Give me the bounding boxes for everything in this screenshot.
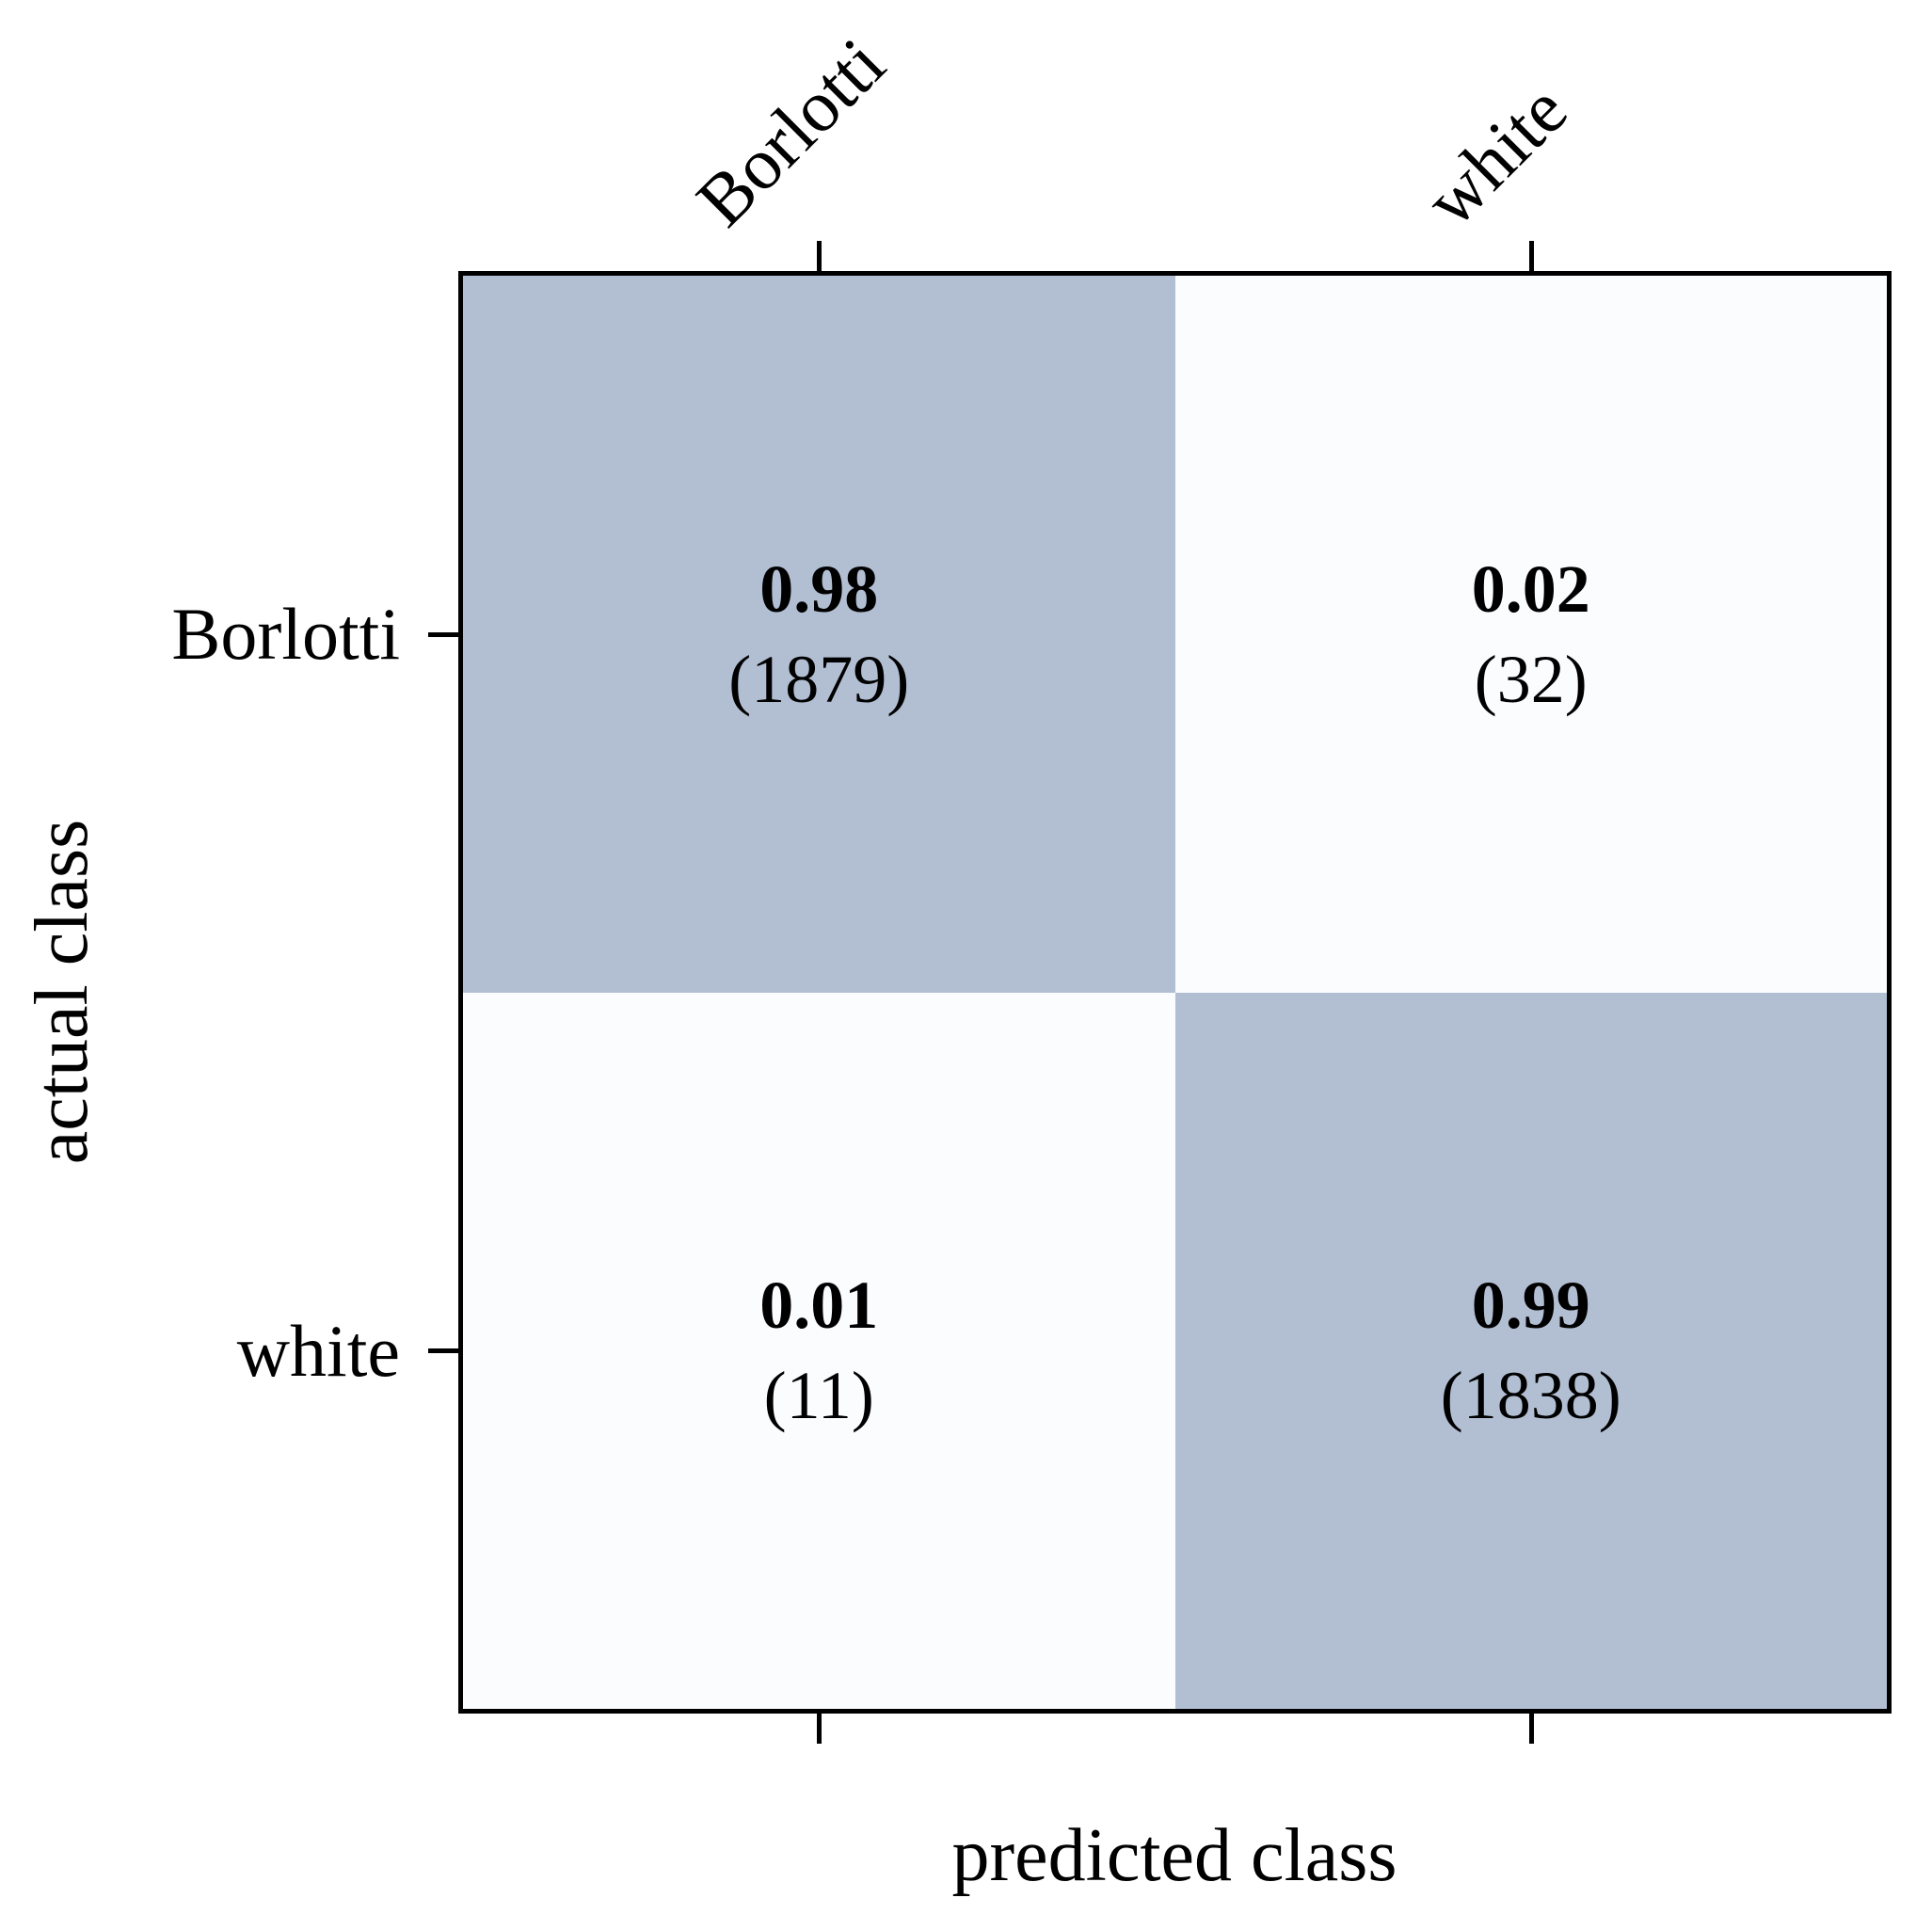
x-tick-top-white [1529,241,1534,271]
cell-count: (1838) [1440,1358,1621,1434]
x-axis-title: predicted class [951,1814,1397,1897]
y-tick-white [428,1348,458,1353]
x-tick-bottom-white [1529,1714,1534,1744]
matrix-grid: 0.98 (1879) 0.02 (32) 0.01 (11) 0.99 (18… [458,271,1892,1714]
cell-count: (32) [1474,641,1588,717]
cell-fraction: 0.98 [759,550,879,627]
y-tick-label-borlotti: Borlotti [171,593,400,675]
y-axis-title: actual class [21,819,104,1165]
x-tick-label-white: white [1409,68,1583,242]
y-tick-borlotti [428,632,458,637]
cell-fraction: 0.99 [1471,1268,1590,1344]
cell-count: (1879) [728,641,910,717]
x-tick-label-borlotti: Borlotti [680,22,901,242]
x-tick-top-borlotti [817,241,822,271]
cell-actual-borlotti-pred-white: 0.02 (32) [1174,276,1887,993]
cell-fraction: 0.02 [1471,550,1590,627]
cell-count: (11) [763,1358,874,1434]
x-tick-bottom-borlotti [817,1714,822,1744]
cell-fraction: 0.01 [759,1268,879,1344]
cell-actual-borlotti-pred-borlotti: 0.98 (1879) [463,276,1175,993]
cell-actual-white-pred-white: 0.99 (1838) [1174,992,1887,1709]
cell-actual-white-pred-borlotti: 0.01 (11) [463,992,1175,1709]
y-tick-label-white: white [236,1310,400,1392]
